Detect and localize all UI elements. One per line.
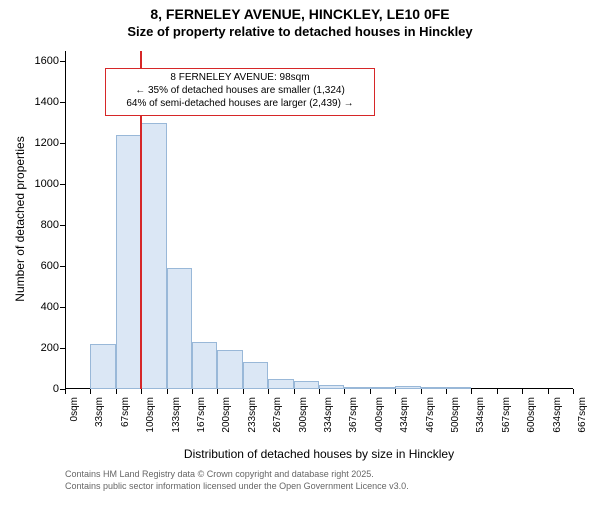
histogram-bar [395, 386, 420, 389]
x-tick-label: 67sqm [120, 397, 131, 447]
histogram-bar [446, 387, 471, 389]
x-tick-label: 400sqm [374, 397, 385, 447]
x-tick-label: 634sqm [552, 397, 563, 447]
x-tick-mark [471, 389, 472, 394]
x-tick-label: 500sqm [450, 397, 461, 447]
x-tick-label: 267sqm [272, 397, 283, 447]
y-tick-mark [60, 225, 65, 226]
x-tick-label: 434sqm [399, 397, 410, 447]
chart-plot-area: 8 FERNELEY AVENUE: 98sqm ← 35% of detach… [65, 51, 573, 389]
x-tick-label: 133sqm [171, 397, 182, 447]
annotation-line-1: 8 FERNELEY AVENUE: 98sqm [110, 71, 370, 84]
footer-attribution-1: Contains HM Land Registry data © Crown c… [65, 469, 374, 479]
x-tick-label: 534sqm [475, 397, 486, 447]
histogram-bar [370, 387, 395, 389]
y-tick-label: 1400 [35, 96, 59, 108]
histogram-bar [217, 350, 242, 389]
histogram-bar [90, 344, 115, 389]
x-tick-mark [497, 389, 498, 394]
x-tick-mark [116, 389, 117, 394]
x-tick-mark [268, 389, 269, 394]
x-tick-mark [522, 389, 523, 394]
x-tick-mark [243, 389, 244, 394]
x-tick-mark [167, 389, 168, 394]
y-tick-mark [60, 184, 65, 185]
x-tick-mark [90, 389, 91, 394]
x-tick-label: 100sqm [145, 397, 156, 447]
x-tick-mark [573, 389, 574, 394]
histogram-bar [344, 387, 369, 389]
x-axis-label: Distribution of detached houses by size … [65, 447, 573, 461]
x-tick-label: 0sqm [69, 397, 80, 447]
histogram-bar [268, 379, 293, 389]
x-tick-label: 233sqm [247, 397, 258, 447]
y-axis [65, 51, 66, 389]
y-tick-label: 400 [41, 301, 59, 313]
histogram-bar [167, 268, 192, 389]
histogram-bar [294, 381, 319, 389]
x-tick-label: 200sqm [221, 397, 232, 447]
x-tick-mark [294, 389, 295, 394]
x-tick-label: 667sqm [577, 397, 588, 447]
y-tick-label: 0 [53, 383, 59, 395]
x-tick-label: 567sqm [501, 397, 512, 447]
x-tick-mark [344, 389, 345, 394]
y-tick-label: 600 [41, 260, 59, 272]
x-tick-label: 334sqm [323, 397, 334, 447]
x-tick-label: 167sqm [196, 397, 207, 447]
y-tick-mark [60, 307, 65, 308]
annotation-callout: 8 FERNELEY AVENUE: 98sqm ← 35% of detach… [105, 68, 375, 116]
y-tick-mark [60, 143, 65, 144]
y-tick-label: 1600 [35, 55, 59, 67]
x-tick-mark [141, 389, 142, 394]
footer-attribution-2: Contains public sector information licen… [65, 481, 409, 491]
x-tick-mark [548, 389, 549, 394]
histogram-bar [116, 135, 141, 389]
x-tick-label: 600sqm [526, 397, 537, 447]
x-tick-mark [192, 389, 193, 394]
y-tick-label: 1000 [35, 178, 59, 190]
histogram-bar [192, 342, 217, 389]
y-tick-mark [60, 348, 65, 349]
annotation-line-2: ← 35% of detached houses are smaller (1,… [110, 84, 370, 97]
x-tick-mark [370, 389, 371, 394]
x-tick-label: 33sqm [94, 397, 105, 447]
x-tick-mark [217, 389, 218, 394]
chart-title-main: 8, FERNELEY AVENUE, HINCKLEY, LE10 0FE [0, 6, 600, 22]
x-tick-mark [446, 389, 447, 394]
x-tick-label: 467sqm [425, 397, 436, 447]
x-tick-mark [65, 389, 66, 394]
x-tick-mark [319, 389, 320, 394]
y-tick-label: 800 [41, 219, 59, 231]
x-tick-mark [395, 389, 396, 394]
y-axis-label: Number of detached properties [13, 119, 27, 319]
y-tick-mark [60, 61, 65, 62]
x-tick-label: 300sqm [298, 397, 309, 447]
histogram-bar [421, 387, 446, 389]
y-tick-mark [60, 266, 65, 267]
y-tick-label: 200 [41, 342, 59, 354]
y-tick-mark [60, 102, 65, 103]
histogram-bar [243, 362, 268, 389]
y-tick-label: 1200 [35, 137, 59, 149]
x-tick-label: 367sqm [348, 397, 359, 447]
annotation-line-3: 64% of semi-detached houses are larger (… [110, 97, 370, 110]
chart-title-sub: Size of property relative to detached ho… [0, 24, 600, 39]
histogram-bar [319, 385, 344, 389]
histogram-bar [141, 123, 166, 389]
x-tick-mark [421, 389, 422, 394]
